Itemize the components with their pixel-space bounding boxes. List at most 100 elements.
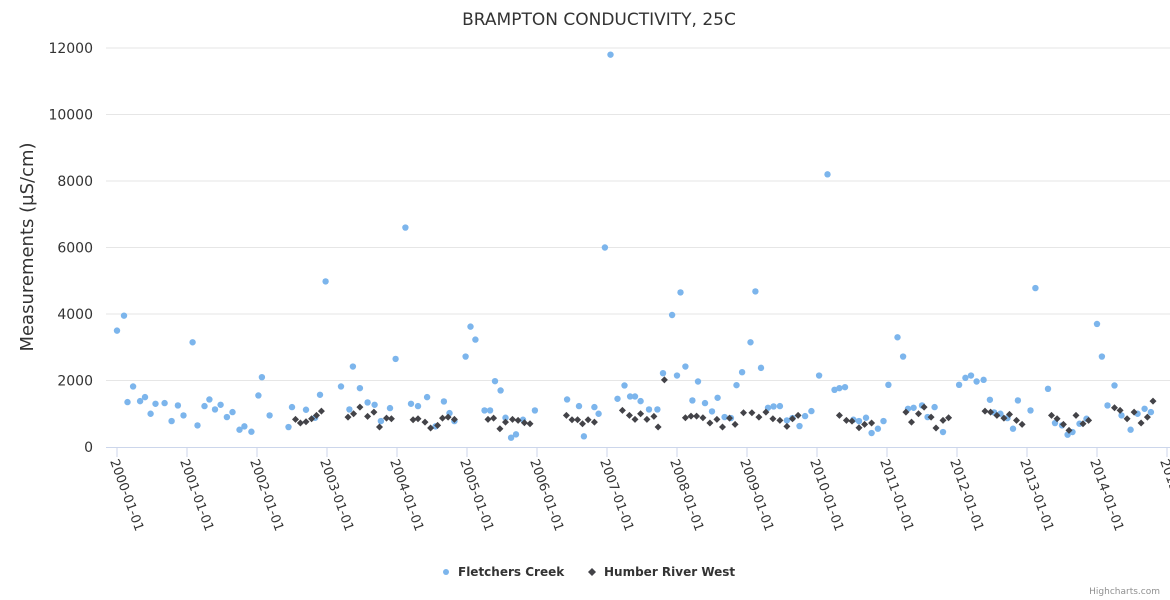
data-point[interactable] <box>407 400 415 407</box>
data-point[interactable] <box>701 399 709 407</box>
data-point[interactable] <box>1127 426 1134 433</box>
data-point[interactable] <box>645 406 653 413</box>
data-point[interactable] <box>590 418 598 426</box>
data-point[interactable] <box>1013 416 1020 424</box>
data-point[interactable] <box>490 414 498 422</box>
data-point[interactable] <box>625 411 633 419</box>
data-point[interactable] <box>1059 420 1067 428</box>
data-point[interactable] <box>1014 397 1022 404</box>
data-point[interactable] <box>713 415 721 423</box>
data-point[interactable] <box>614 395 621 402</box>
data-point[interactable] <box>568 416 576 424</box>
data-point[interactable] <box>1141 405 1148 412</box>
data-point[interactable] <box>337 383 345 390</box>
data-point[interactable] <box>575 402 583 410</box>
data-point[interactable] <box>302 418 310 426</box>
data-point[interactable] <box>967 372 975 379</box>
data-point[interactable] <box>579 420 586 428</box>
data-point[interactable] <box>574 416 582 424</box>
data-point[interactable] <box>497 387 504 394</box>
data-point[interactable] <box>387 415 395 423</box>
data-point[interactable] <box>618 406 626 414</box>
data-point[interactable] <box>915 410 922 418</box>
data-point[interactable] <box>356 403 364 411</box>
data-point[interactable] <box>927 413 935 421</box>
data-point[interactable] <box>757 364 765 372</box>
data-point[interactable] <box>789 415 796 423</box>
credits-link[interactable]: Highcharts.com <box>1089 587 1160 597</box>
data-point[interactable] <box>201 402 208 410</box>
data-point[interactable] <box>531 407 539 414</box>
data-point[interactable] <box>472 336 479 343</box>
data-point[interactable] <box>217 401 224 408</box>
data-point[interactable] <box>1123 415 1131 423</box>
data-point[interactable] <box>677 289 684 296</box>
data-point[interactable] <box>296 419 304 427</box>
data-point[interactable] <box>512 431 520 438</box>
data-point[interactable] <box>752 288 759 295</box>
data-point[interactable] <box>427 424 435 432</box>
data-point[interactable] <box>241 423 248 430</box>
data-point[interactable] <box>514 416 522 424</box>
data-point[interactable] <box>141 393 149 401</box>
data-point[interactable] <box>631 393 639 400</box>
data-point[interactable] <box>129 383 137 390</box>
data-point[interactable] <box>681 414 689 422</box>
data-point[interactable] <box>955 381 963 389</box>
data-point[interactable] <box>626 393 634 400</box>
data-point[interactable] <box>755 413 763 421</box>
data-point[interactable] <box>899 353 907 360</box>
data-point[interactable] <box>631 415 639 423</box>
legend-label[interactable]: Humber River West <box>604 565 735 579</box>
data-point[interactable] <box>248 428 255 435</box>
data-point[interactable] <box>462 353 469 360</box>
data-point[interactable] <box>868 419 876 427</box>
data-point[interactable] <box>584 416 592 424</box>
data-point[interactable] <box>719 423 726 431</box>
data-point[interactable] <box>733 381 740 389</box>
data-point[interactable] <box>1093 320 1101 328</box>
data-point[interactable] <box>423 393 431 401</box>
data-point[interactable] <box>939 428 947 436</box>
data-point[interactable] <box>699 414 707 422</box>
data-point[interactable] <box>769 415 777 423</box>
data-point[interactable] <box>467 323 474 330</box>
data-point[interactable] <box>694 378 702 385</box>
data-point[interactable] <box>920 403 928 411</box>
data-point[interactable] <box>302 406 310 413</box>
data-point[interactable] <box>836 384 843 392</box>
data-point[interactable] <box>414 402 422 410</box>
data-point[interactable] <box>747 339 754 346</box>
data-point[interactable] <box>120 312 128 319</box>
data-point[interactable] <box>377 417 385 425</box>
data-point[interactable] <box>136 397 144 405</box>
data-point[interactable] <box>801 412 809 420</box>
data-point[interactable] <box>731 420 739 428</box>
data-point[interactable] <box>855 424 863 432</box>
data-point[interactable] <box>113 327 121 334</box>
data-point[interactable] <box>591 403 598 411</box>
data-point[interactable] <box>392 355 399 363</box>
data-point[interactable] <box>439 414 446 422</box>
data-point[interactable] <box>910 404 917 411</box>
data-point[interactable] <box>894 334 901 341</box>
data-point[interactable] <box>714 394 721 401</box>
data-point[interactable] <box>981 407 989 415</box>
data-point[interactable] <box>654 406 661 413</box>
data-point[interactable] <box>980 376 987 384</box>
data-point[interactable] <box>868 429 875 437</box>
data-point[interactable] <box>660 376 668 384</box>
data-point[interactable] <box>1130 408 1138 416</box>
data-point[interactable] <box>308 415 316 423</box>
data-point[interactable] <box>1118 412 1125 419</box>
data-point[interactable] <box>356 384 364 392</box>
data-point[interactable] <box>1104 402 1111 409</box>
data-point[interactable] <box>931 403 938 411</box>
data-point[interactable] <box>1111 404 1118 412</box>
data-point[interactable] <box>973 378 980 385</box>
data-point[interactable] <box>1053 415 1061 423</box>
data-point[interactable] <box>194 422 201 429</box>
data-point[interactable] <box>835 411 843 419</box>
legend-label[interactable]: Fletchers Creek <box>458 565 565 579</box>
data-point[interactable] <box>595 410 602 417</box>
